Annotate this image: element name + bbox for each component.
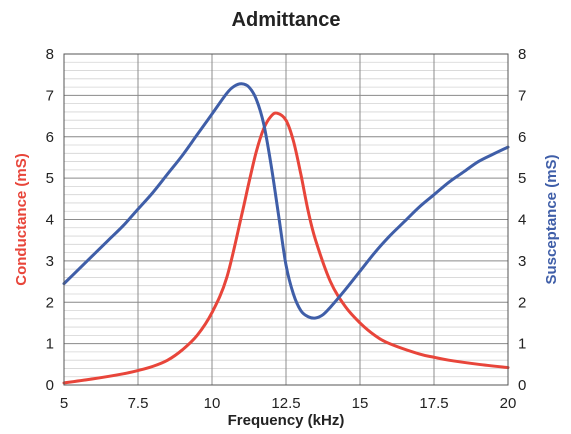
x-axis-ticks: 5 7.5 10 12.5 15 17.5 20 bbox=[60, 395, 517, 412]
right-y-tick-label: 4 bbox=[518, 212, 526, 229]
x-tick-label: 7.5 bbox=[128, 395, 149, 412]
x-tick-label: 12.5 bbox=[271, 395, 300, 412]
plot-frame bbox=[63, 53, 509, 386]
left-y-tick-label: 0 bbox=[46, 377, 54, 394]
left-y-tick-label: 4 bbox=[46, 212, 54, 229]
left-y-tick-label: 1 bbox=[46, 336, 54, 353]
x-tick-label: 5 bbox=[60, 395, 68, 412]
right-y-tick-label: 8 bbox=[518, 46, 526, 63]
left-y-tick-label: 6 bbox=[46, 129, 54, 146]
right-y-tick-label: 6 bbox=[518, 129, 526, 146]
x-tick-label: 10 bbox=[204, 395, 221, 412]
right-y-tick-label: 2 bbox=[518, 294, 526, 311]
susceptance-line bbox=[62, 82, 510, 320]
right-y-tick-label: 3 bbox=[518, 253, 526, 270]
right-y-tick-label: 7 bbox=[518, 87, 526, 104]
right-y-tick-label: 1 bbox=[518, 336, 526, 353]
series-layer bbox=[62, 82, 510, 385]
right-y-axis-ticks: 0 1 2 3 4 5 6 7 8 bbox=[518, 46, 526, 394]
x-tick-label: 15 bbox=[352, 395, 369, 412]
left-y-axis-ticks: 0 1 2 3 4 5 6 7 8 bbox=[46, 46, 54, 394]
right-y-axis-label: Susceptance (mS) bbox=[543, 154, 560, 284]
left-y-tick-label: 3 bbox=[46, 253, 54, 270]
left-y-tick-label: 2 bbox=[46, 294, 54, 311]
conductance-line bbox=[62, 111, 510, 385]
left-y-tick-label: 8 bbox=[46, 46, 54, 63]
right-y-tick-label: 5 bbox=[518, 170, 526, 187]
left-y-axis-label: Conductance (mS) bbox=[13, 153, 30, 286]
x-axis-label: Frequency (kHz) bbox=[228, 412, 345, 429]
chart-title: Admittance bbox=[232, 9, 341, 31]
x-tick-label: 20 bbox=[500, 395, 517, 412]
left-y-tick-label: 7 bbox=[46, 87, 54, 104]
x-tick-label: 17.5 bbox=[419, 395, 448, 412]
left-y-tick-label: 5 bbox=[46, 170, 54, 187]
right-y-tick-label: 0 bbox=[518, 377, 526, 394]
